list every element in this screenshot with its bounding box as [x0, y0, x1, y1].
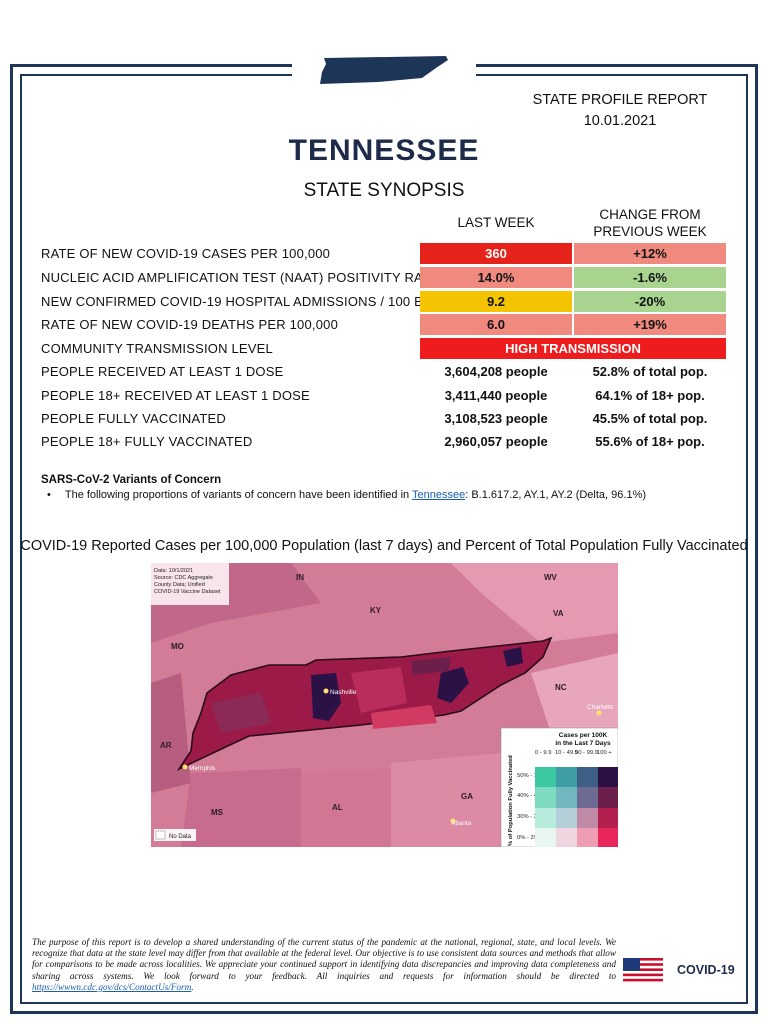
state-label-mo: MO	[171, 642, 184, 651]
row-label-naat: NUCLEIC ACID AMPLIFICATION TEST (NAAT) P…	[41, 270, 439, 285]
full-18-count: 2,960,057 people	[444, 434, 548, 449]
report-date: 10.01.2021	[583, 113, 657, 129]
naat-change: -1.6%	[574, 267, 726, 288]
bullet-icon: •	[47, 489, 51, 501]
contact-form-link[interactable]: https://wwwn.cdc.gov/dcs/ContactUs/Form	[32, 981, 192, 992]
bivariate-legend: Cases per 100K in the Last 7 Days 0 - 9.…	[500, 727, 618, 847]
legend-case-bin: 100 +	[597, 750, 612, 756]
col-last-week: LAST WEEK	[457, 215, 535, 230]
state-name: TENNESSEE	[288, 134, 480, 167]
deaths-last-week: 6.0	[420, 314, 572, 335]
dose1-count: 3,604,208 people	[444, 364, 548, 379]
city-label-atlanta: Atlanta	[451, 820, 472, 827]
variants-title: SARS-CoV-2 Variants of Concern	[41, 474, 222, 486]
transmission-level-badge: HIGH TRANSMISSION	[420, 338, 726, 359]
legend-case-bin: 50 - 99.9	[575, 750, 598, 756]
full-pct: 45.5% of total pop.	[592, 411, 708, 426]
legend-vax-axis-label: % of Population Fully Vaccinated	[508, 755, 514, 846]
state-label-ar: AR	[160, 741, 172, 750]
legend-title-line1: Cases per 100K	[559, 732, 608, 739]
city-label-charlotte: Charlotte	[587, 704, 614, 711]
city-label-memphis: Memphis	[189, 765, 216, 772]
covid-badge-label: COVID-19	[677, 963, 735, 977]
deaths-change: +19%	[574, 314, 726, 335]
state-label-wv: WV	[544, 573, 558, 582]
cases-change: +12%	[574, 243, 726, 264]
legend-title-line2: in the Last 7 Days	[555, 740, 611, 747]
dose1-18-pct: 64.1% of 18+ pop.	[595, 388, 705, 403]
section-title: STATE SYNOPSIS	[303, 180, 465, 201]
variants-bullet-item: • The following proportions of variants o…	[47, 489, 646, 501]
col-change-line2: PREVIOUS WEEK	[593, 224, 707, 239]
state-label-ms: MS	[211, 808, 224, 817]
state-label-ga: GA	[461, 792, 473, 801]
row-label-dose1-18: PEOPLE 18+ RECEIVED AT LEAST 1 DOSE	[41, 388, 310, 403]
report-title: STATE PROFILE REPORT	[532, 92, 708, 108]
dose1-18-count: 3,411,440 people	[444, 388, 548, 403]
map-source-line: Data: 10/1/2021	[154, 568, 193, 574]
legend-no-data: No Data	[169, 834, 192, 840]
state-label-al: AL	[332, 803, 343, 812]
row-label-deaths: RATE OF NEW COVID-19 DEATHS PER 100,000	[41, 317, 339, 332]
bivariate-county-map: Data: 10/1/2021 Source: CDC Aggregate Co…	[151, 563, 618, 847]
row-label-full-18: PEOPLE 18+ FULLY VACCINATED	[41, 434, 253, 449]
state-label-in: IN	[296, 573, 304, 582]
disclaimer-body: The purpose of this report is to develop…	[32, 937, 616, 981]
state-label-va: VA	[553, 609, 564, 618]
legend-vax-bin: 40% - 49.9%	[517, 793, 550, 799]
cases-last-week: 360	[420, 243, 572, 264]
legend-vax-bin: 50% - 100%	[517, 773, 549, 779]
variants-text-after: : B.1.617.2, AY.1, AY.2 (Delta, 96.1%)	[465, 489, 647, 501]
state-label-nc: NC	[555, 683, 567, 692]
legend-vax-bin: 0% - 29.9%	[517, 835, 547, 841]
tennessee-outline-icon	[320, 56, 448, 84]
naat-last-week: 14.0%	[420, 267, 572, 288]
row-label-full: PEOPLE FULLY VACCINATED	[41, 411, 226, 426]
legend-case-bin: 0 - 9.9	[535, 750, 551, 756]
full-count: 3,108,523 people	[444, 411, 548, 426]
row-label-hospital: NEW CONFIRMED COVID-19 HOSPITAL ADMISSIO…	[41, 294, 451, 309]
hospital-change: -20%	[574, 291, 726, 312]
legend-case-bin: 10 - 49.9	[555, 750, 578, 756]
map-source-line: COVID-19 Vaccine Dataset	[154, 589, 221, 595]
map-source-line: Source: CDC Aggregate	[154, 575, 213, 581]
disclaimer-period: .	[191, 981, 194, 992]
variants-text-before: The following proportions of variants of…	[64, 489, 410, 501]
state-label-ky: KY	[370, 606, 382, 615]
city-label-nashville: Nashville	[330, 689, 357, 696]
row-label-dose1: PEOPLE RECEIVED AT LEAST 1 DOSE	[41, 364, 284, 379]
col-change: CHANGE FROM PREVIOUS WEEK	[573, 206, 727, 240]
map-title: COVID-19 Reported Cases per 100,000 Popu…	[20, 538, 748, 554]
row-label-transmission: COMMUNITY TRANSMISSION LEVEL	[41, 341, 273, 356]
disclaimer-text: The purpose of this report is to develop…	[32, 937, 616, 993]
us-flag-icon	[623, 958, 663, 982]
col-change-line1: CHANGE FROM	[599, 207, 701, 222]
state-variants-link[interactable]: Tennessee	[411, 489, 466, 501]
row-label-cases: RATE OF NEW COVID-19 CASES PER 100,000	[41, 246, 331, 261]
map-source-line: County Data; Unified	[154, 582, 205, 588]
hospital-last-week: 9.2	[420, 291, 572, 312]
legend-vax-bin: 30% - 39.9%	[517, 814, 550, 820]
full-18-pct: 55.6% of 18+ pop.	[595, 434, 705, 449]
report-header: STATE PROFILE REPORT 10.01.2021	[520, 90, 720, 132]
dose1-pct: 52.8% of total pop.	[592, 364, 708, 379]
